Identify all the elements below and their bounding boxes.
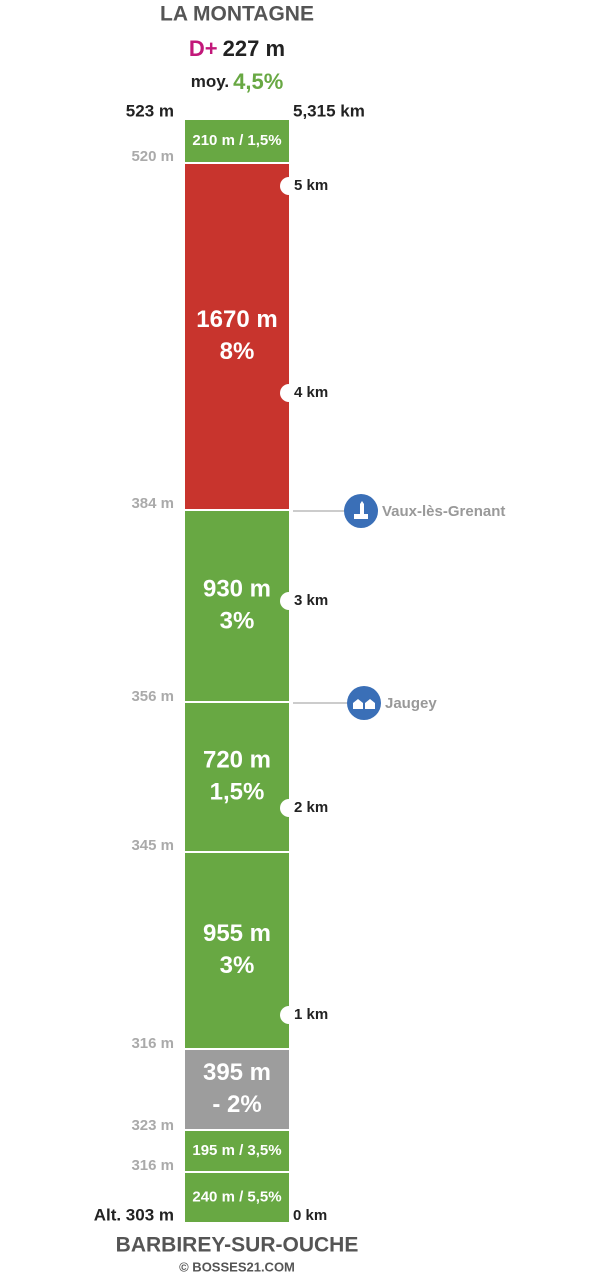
segment (185, 1173, 289, 1222)
km-label: 3 km (294, 592, 328, 609)
segment (185, 703, 289, 851)
place-name: Vaux-lès-Grenant (382, 503, 505, 520)
segment-label: 195 m / 3,5% (192, 1142, 281, 1159)
gain-label: D+ (189, 36, 218, 61)
segment (185, 853, 289, 1048)
altitude-label: 384 m (131, 495, 174, 512)
km-notch (280, 177, 298, 195)
altitude-label: 345 m (131, 837, 174, 854)
segment (185, 1050, 289, 1129)
segment-label: 395 m (203, 1059, 271, 1086)
top-distance: 5,315 km (293, 101, 365, 120)
credit: © BOSSES21.COM (179, 1259, 295, 1274)
avg-value: 4,5% (233, 69, 283, 94)
bottom-distance: 0 km (293, 1207, 327, 1224)
title: LA MONTAGNE (160, 3, 314, 26)
km-notch (280, 384, 298, 402)
km-label: 4 km (294, 384, 328, 401)
altitude-label: 316 m (131, 1035, 174, 1052)
place-icon (347, 686, 381, 720)
segment (185, 511, 289, 701)
segment-label: 1,5% (210, 778, 265, 805)
segment-label: 210 m / 1,5% (192, 132, 281, 149)
segment-label: 1670 m (196, 306, 277, 333)
segment (185, 1131, 289, 1171)
segment-label: - 2% (212, 1091, 261, 1118)
altitude-label: 323 m (131, 1117, 174, 1134)
km-notch (280, 1006, 298, 1024)
top-altitude: 523 m (126, 101, 174, 120)
start-name: BARBIREY-SUR-OUCHE (116, 1234, 359, 1257)
km-label: 2 km (294, 799, 328, 816)
altitude-label: 316 m (131, 1157, 174, 1174)
segment-label: 955 m (203, 920, 271, 947)
place-glyph (353, 699, 375, 709)
gain: D+ 227 m (189, 36, 285, 61)
km-notch (280, 799, 298, 817)
segment (185, 164, 289, 509)
km-label: 5 km (294, 177, 328, 194)
altitude-label: 356 m (131, 688, 174, 705)
altitude-label: 520 m (131, 148, 174, 165)
average: moy. 4,5% (191, 69, 284, 94)
segment-label: 240 m / 5,5% (192, 1188, 281, 1205)
km-label: 1 km (294, 1006, 328, 1023)
segment-label: 8% (220, 338, 255, 365)
km-notch (280, 592, 298, 610)
segment-label: 930 m (203, 575, 271, 602)
place-glyph (354, 501, 368, 519)
segment-label: 3% (220, 952, 255, 979)
bottom-altitude: Alt. 303 m (94, 1205, 174, 1224)
gain-value: 227 m (223, 36, 285, 61)
segment (185, 120, 289, 162)
segment-label: 3% (220, 607, 255, 634)
segment-label: 720 m (203, 746, 271, 773)
place-name: Jaugey (385, 695, 437, 712)
avg-label: moy. (191, 72, 229, 91)
